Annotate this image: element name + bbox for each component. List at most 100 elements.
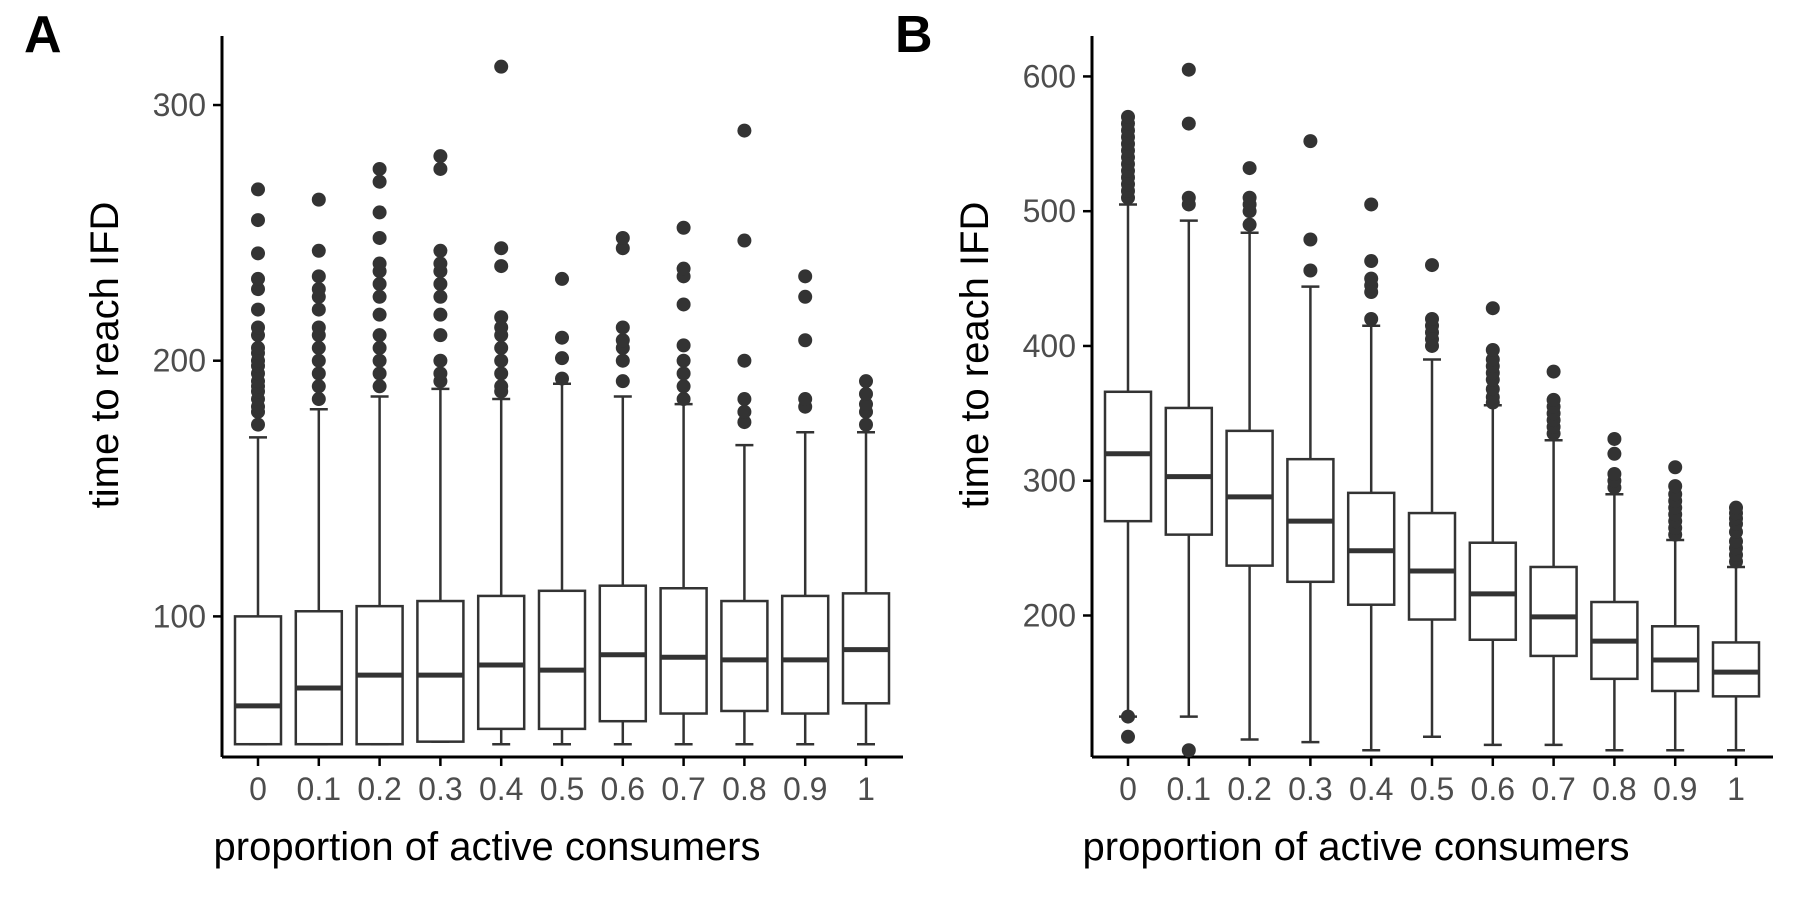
outlier-point bbox=[676, 297, 691, 312]
panel-a-y-tick-label: 200 bbox=[153, 343, 206, 379]
outlier-point bbox=[494, 259, 509, 274]
outlier-point bbox=[555, 271, 569, 286]
outlier-point bbox=[372, 161, 387, 176]
outlier-point bbox=[251, 282, 265, 297]
outlier-point bbox=[251, 320, 265, 335]
outlier-point bbox=[1121, 109, 1135, 124]
outlier-point bbox=[1668, 460, 1683, 475]
outlier-point bbox=[1121, 709, 1135, 724]
outlier-point bbox=[311, 192, 326, 207]
panel-a-box-0.2 bbox=[355, 161, 404, 746]
outlier-point bbox=[372, 328, 387, 343]
outlier-point bbox=[372, 230, 387, 245]
outlier-point bbox=[372, 205, 387, 220]
iqr-box bbox=[416, 599, 465, 743]
panel-b-x-tick-label: 0.3 bbox=[1288, 771, 1332, 807]
outlier-point bbox=[798, 333, 813, 348]
panel-b-x-tick-label: 0.5 bbox=[1410, 771, 1454, 807]
panel-b-y-tick-label: 400 bbox=[1023, 328, 1076, 364]
panel-a-y-axis-title: time to reach IFD bbox=[83, 202, 127, 509]
outlier-point bbox=[737, 233, 752, 248]
outlier-point bbox=[1303, 134, 1318, 149]
outlier-point bbox=[494, 241, 509, 256]
panel-b-y-tick-label: 600 bbox=[1023, 58, 1076, 94]
panel-a-x-tick-label: 0.8 bbox=[722, 771, 766, 807]
panel-a-y-tick-label: 100 bbox=[153, 598, 206, 634]
outlier-point bbox=[372, 307, 387, 322]
outlier-point bbox=[555, 330, 569, 345]
outlier-point bbox=[311, 392, 326, 407]
outlier-point bbox=[433, 243, 448, 258]
panel-a-box-0.7 bbox=[659, 220, 708, 746]
panel-b-x-tick-label: 0.8 bbox=[1592, 771, 1636, 807]
outlier-point bbox=[615, 320, 630, 335]
panel-a-x-tick-label: 0.5 bbox=[540, 771, 584, 807]
outlier-point bbox=[737, 123, 752, 138]
outlier-point bbox=[433, 328, 448, 343]
outlier-point bbox=[372, 366, 387, 381]
iqr-box bbox=[537, 589, 587, 731]
panel-a-box-0.8 bbox=[720, 123, 769, 746]
panel-b-x-axis-title: proportion of active consumers bbox=[1083, 825, 1630, 869]
panel-b-x-tick-label: 0.7 bbox=[1531, 771, 1575, 807]
panel-a-x-tick-label: 0.2 bbox=[357, 771, 401, 807]
panel-b-box-0.5 bbox=[1407, 258, 1457, 739]
panel-b-y-axis-title: time to reach IFD bbox=[953, 202, 997, 509]
outlier-point bbox=[494, 59, 509, 74]
panel-a-x-tick-label: 0.7 bbox=[661, 771, 705, 807]
panel-a-x-tick-label: 0.3 bbox=[418, 771, 462, 807]
outlier-point bbox=[615, 374, 630, 389]
outlier-point bbox=[1303, 232, 1318, 247]
outlier-point bbox=[311, 353, 326, 368]
outlier-point bbox=[433, 161, 448, 176]
outlier-point bbox=[494, 366, 509, 381]
outlier-point bbox=[798, 392, 813, 407]
panel-b-box-0.4 bbox=[1346, 197, 1396, 752]
iqr-box bbox=[1468, 541, 1518, 642]
panel-a-x-tick-label: 0.1 bbox=[297, 771, 341, 807]
outlier-point bbox=[433, 256, 448, 271]
panel-b-y-tick-label: 300 bbox=[1023, 463, 1076, 499]
outlier-point bbox=[859, 397, 873, 412]
panel-b-box-0.7 bbox=[1529, 364, 1578, 747]
outlier-point bbox=[311, 282, 326, 297]
outlier-point bbox=[433, 277, 448, 292]
panel-a-box-1 bbox=[841, 374, 891, 746]
outlier-point bbox=[1303, 263, 1318, 278]
outlier-point bbox=[494, 310, 509, 325]
panel-b-x-tick-label: 1 bbox=[1727, 771, 1745, 807]
outlier-point bbox=[433, 366, 448, 381]
outlier-point bbox=[676, 353, 691, 368]
panel-b-x-tick-label: 0.2 bbox=[1227, 771, 1271, 807]
outlier-point bbox=[311, 302, 326, 317]
iqr-box bbox=[720, 599, 769, 713]
panel-a-plot-area: 100 200 300 0 0.1 0.2 0.3 0.4 0.5 0.6 0.7 0.8 0.9 1 bbox=[153, 36, 903, 807]
panel-b-x-tick-label: 0 bbox=[1119, 771, 1137, 807]
outlier-point bbox=[311, 243, 326, 258]
panel-b-x-tick-label: 0.9 bbox=[1653, 771, 1697, 807]
panel-a-x-tick-label: 0.6 bbox=[601, 771, 645, 807]
panel-a-box-0.9 bbox=[780, 269, 830, 746]
panel-b-box-0.1 bbox=[1164, 62, 1214, 758]
iqr-box bbox=[780, 594, 830, 715]
panel-b-box-0.6 bbox=[1468, 301, 1518, 747]
outlier-point bbox=[555, 351, 569, 366]
outlier-point bbox=[1242, 217, 1257, 232]
panel-a-x-axis-title: proportion of active consumers bbox=[214, 825, 761, 869]
outlier-point bbox=[1242, 190, 1257, 205]
outlier-point bbox=[372, 277, 387, 292]
panel-b-box-0.2 bbox=[1225, 161, 1274, 741]
panel-a-box-0.3 bbox=[416, 149, 465, 743]
panel-b: B 200 300 400 500 600 0 0.1 0.2 0.3 0.4 0.5 0.6 0.7 0… bbox=[895, 6, 1773, 869]
panel-a-x-tick-label: 1 bbox=[857, 771, 875, 807]
panel-b-box-0.9 bbox=[1650, 460, 1700, 752]
iqr-box bbox=[1711, 641, 1761, 698]
outlier-point bbox=[676, 379, 691, 394]
outlier-point bbox=[372, 340, 387, 355]
outlier-point bbox=[311, 366, 326, 381]
outlier-point bbox=[737, 415, 752, 430]
panel-a-x-tick-label: 0.4 bbox=[479, 771, 523, 807]
iqr-box bbox=[1103, 390, 1153, 523]
